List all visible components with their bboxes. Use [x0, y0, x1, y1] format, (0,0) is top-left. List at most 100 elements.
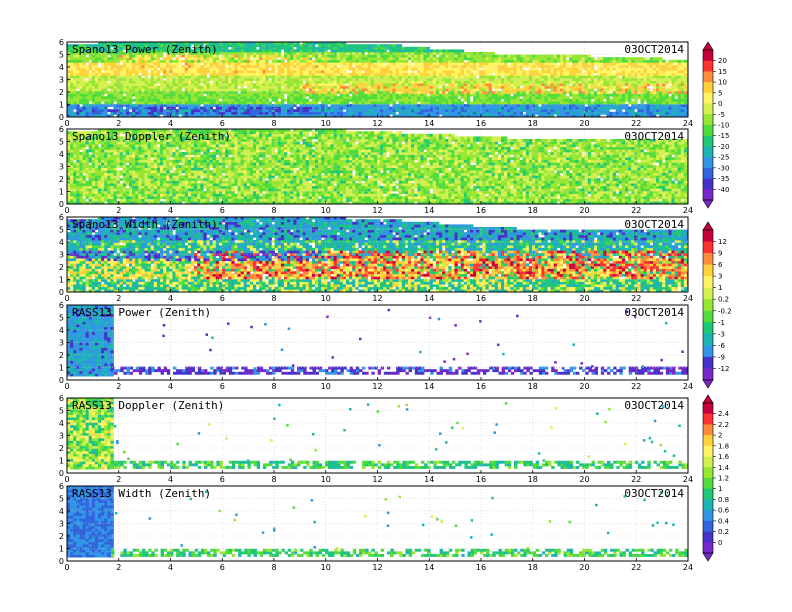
data-cell [451, 70, 455, 74]
data-cell [333, 114, 337, 117]
data-cell [85, 85, 89, 89]
data-cell [367, 59, 372, 63]
data-cell [315, 109, 319, 113]
data-cell [101, 42, 105, 45]
data-cell [420, 83, 424, 87]
data-cell [293, 49, 297, 53]
data-cell [175, 44, 179, 48]
data-cell [597, 80, 601, 84]
data-cell [150, 75, 155, 79]
data-cell [166, 70, 170, 74]
data-cell [451, 80, 455, 84]
data-cell [274, 85, 279, 89]
data-cell [339, 93, 344, 97]
data-cell [628, 91, 632, 94]
data-cell [392, 111, 396, 115]
data-cell [587, 70, 592, 74]
data-cell [643, 75, 647, 79]
data-cell [507, 91, 511, 94]
data-cell [160, 52, 164, 55]
data-cell [166, 65, 170, 68]
data-cell [634, 98, 638, 102]
data-cell [640, 91, 644, 94]
data-cell [228, 52, 232, 55]
data-cell [522, 98, 527, 102]
data-cell [652, 93, 657, 97]
data-cell [454, 57, 458, 61]
data-cell [367, 114, 372, 117]
data-cell [457, 98, 461, 102]
data-cell [259, 65, 263, 68]
data-cell [625, 106, 629, 110]
data-cell [380, 85, 384, 89]
data-cell [482, 91, 486, 94]
data-cell [197, 65, 201, 68]
data-cell [572, 85, 576, 89]
data-cell [299, 88, 303, 92]
data-cell [330, 96, 334, 100]
data-cell [649, 65, 654, 68]
data-cell [91, 78, 96, 81]
data-cell [153, 114, 158, 117]
data-cell [395, 88, 399, 92]
data-cell [138, 114, 142, 117]
data-cell [172, 104, 176, 107]
data-cell [200, 111, 204, 115]
data-cell [153, 67, 158, 71]
data-cell [243, 59, 248, 63]
data-cell [156, 52, 161, 55]
data-cell [628, 83, 632, 87]
data-cell [476, 78, 480, 81]
data-cell [445, 104, 449, 107]
data-cell [485, 57, 489, 61]
data-cell [268, 101, 272, 105]
data-cell [265, 93, 269, 97]
data-cell [243, 54, 248, 58]
data-cell [82, 49, 86, 53]
data-cell [411, 93, 415, 97]
data-cell [497, 109, 502, 113]
data-cell [94, 78, 99, 81]
data-cell [367, 70, 372, 74]
data-cell [321, 106, 325, 110]
data-cell [485, 72, 489, 76]
data-cell [187, 49, 192, 53]
data-cell [200, 101, 204, 105]
data-cell [352, 85, 356, 89]
data-cell [640, 111, 644, 115]
data-cell [488, 57, 492, 61]
data-cell [358, 80, 362, 84]
data-cell [156, 85, 161, 89]
data-cell [590, 88, 595, 92]
data-cell [528, 111, 533, 115]
data-cell [212, 111, 217, 115]
data-cell [541, 109, 545, 113]
data-cell [79, 88, 83, 92]
data-cell [299, 67, 303, 71]
data-cell [197, 70, 201, 74]
data-cell [563, 106, 567, 110]
data-cell [144, 106, 148, 110]
data-cell [88, 93, 93, 97]
data-cell [519, 67, 523, 71]
data-cell [640, 70, 644, 74]
data-cell [203, 67, 207, 71]
data-cell [184, 85, 189, 89]
data-cell [249, 114, 254, 117]
data-cell [507, 67, 511, 71]
data-cell [377, 111, 381, 115]
data-cell [377, 101, 381, 105]
data-cell [420, 75, 424, 79]
data-cell [584, 111, 589, 115]
data-cell [590, 106, 595, 110]
data-cell [380, 44, 384, 48]
data-cell [318, 46, 322, 50]
data-cell [119, 85, 124, 89]
data-cell [429, 54, 434, 58]
data-cell [491, 52, 496, 55]
data-cell [386, 59, 390, 63]
data-cell [184, 93, 189, 97]
data-cell [358, 70, 362, 74]
data-cell [243, 62, 248, 66]
data-cell [324, 88, 328, 92]
